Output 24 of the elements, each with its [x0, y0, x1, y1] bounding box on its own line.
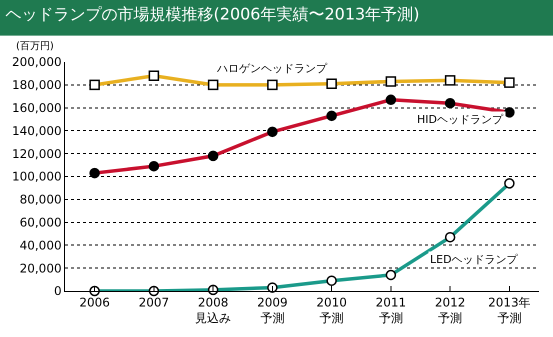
y-tick-label: 60,000 — [20, 216, 62, 230]
series-label: ハロゲンヘッドランプ — [216, 62, 328, 75]
chart-title: ヘッドランプの市場規模推移(2006年実績〜2013年予測) — [6, 4, 420, 24]
x-tick-label: 2011予測 — [376, 295, 406, 325]
x-tick-label: 2009予測 — [257, 295, 288, 325]
y-tick-label: 140,000 — [12, 124, 62, 138]
y-tick-label: 200,000 — [12, 55, 62, 70]
y-tick-label: 120,000 — [12, 146, 62, 161]
x-tick-label: 2008見込み — [195, 295, 232, 325]
series-label: LEDヘッドランプ — [430, 253, 519, 266]
series-label: HIDヘッドランプ — [417, 113, 504, 126]
y-tick-label: 180,000 — [12, 78, 62, 92]
x-tick-label: 2012予測 — [434, 295, 466, 325]
x-tick-label: 2013年予測 — [488, 295, 531, 325]
y-tick-label: 100,000 — [12, 170, 62, 184]
y-tick-label: 160,000 — [12, 101, 62, 115]
y-tick-label: 0 — [54, 284, 62, 298]
x-tick-label: 2007 — [138, 295, 170, 310]
x-tick-label: 2010予測 — [316, 295, 347, 325]
y-tick-label: 40,000 — [20, 238, 62, 252]
y-tick-label: 20,000 — [20, 261, 62, 276]
y-tick-label: 80,000 — [20, 192, 62, 207]
x-tick-label: 2006 — [79, 295, 110, 310]
y-axis-title: (百万円) — [16, 41, 54, 52]
